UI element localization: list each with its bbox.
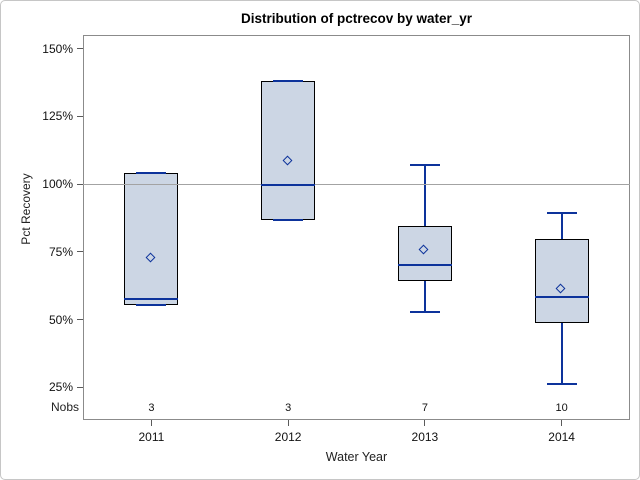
box	[124, 173, 179, 306]
y-tick-mark	[77, 319, 83, 321]
x-tick-mark	[150, 420, 152, 426]
x-category-label: 2013	[411, 430, 439, 444]
box	[261, 80, 316, 221]
upper-whisker-cap	[409, 164, 440, 167]
lower-whisker	[560, 322, 563, 384]
box	[534, 238, 589, 323]
median-line	[124, 298, 179, 301]
x-category-label: 2014	[548, 430, 575, 444]
box	[397, 225, 452, 281]
median-line	[397, 263, 452, 266]
upper-whisker	[560, 212, 563, 239]
x-tick-mark	[424, 420, 426, 426]
lower-whisker-cap	[136, 304, 167, 307]
nobs-value: 3	[285, 402, 292, 414]
chart-title: Distribution of pctrecov by water_yr	[240, 11, 473, 26]
y-tick-label: 150%	[42, 41, 73, 56]
median-line	[261, 183, 316, 186]
nobs-value: 3	[148, 402, 155, 414]
y-tick-mark	[77, 183, 83, 185]
lower-whisker-cap	[546, 382, 577, 385]
x-axis-title: Water Year	[325, 450, 388, 464]
y-tick-label: 75%	[48, 244, 73, 259]
x-tick-mark	[561, 420, 563, 426]
y-tick-mark	[77, 386, 83, 388]
y-tick-label: 100%	[42, 177, 73, 192]
y-tick-label: 125%	[42, 109, 73, 124]
nobs-row-label: Nobs	[50, 400, 79, 414]
upper-whisker	[423, 165, 426, 226]
lower-whisker-cap	[409, 311, 440, 314]
upper-whisker-cap	[136, 172, 167, 174]
reference-line	[83, 183, 630, 185]
x-tick-mark	[287, 420, 289, 426]
median-line	[534, 295, 589, 298]
upper-whisker-cap	[273, 79, 304, 82]
lower-whisker-cap	[273, 219, 304, 222]
y-tick-label: 50%	[48, 312, 73, 327]
x-category-label: 2011	[138, 430, 165, 444]
nobs-value: 7	[421, 402, 428, 414]
lower-whisker	[423, 280, 426, 313]
x-category-label: 2012	[274, 430, 302, 444]
upper-whisker-cap	[546, 211, 577, 214]
y-tick-mark	[77, 251, 83, 253]
y-tick-mark	[77, 48, 83, 50]
y-tick-label: 25%	[48, 380, 73, 395]
y-tick-mark	[77, 115, 83, 117]
nobs-value: 10	[555, 402, 568, 414]
